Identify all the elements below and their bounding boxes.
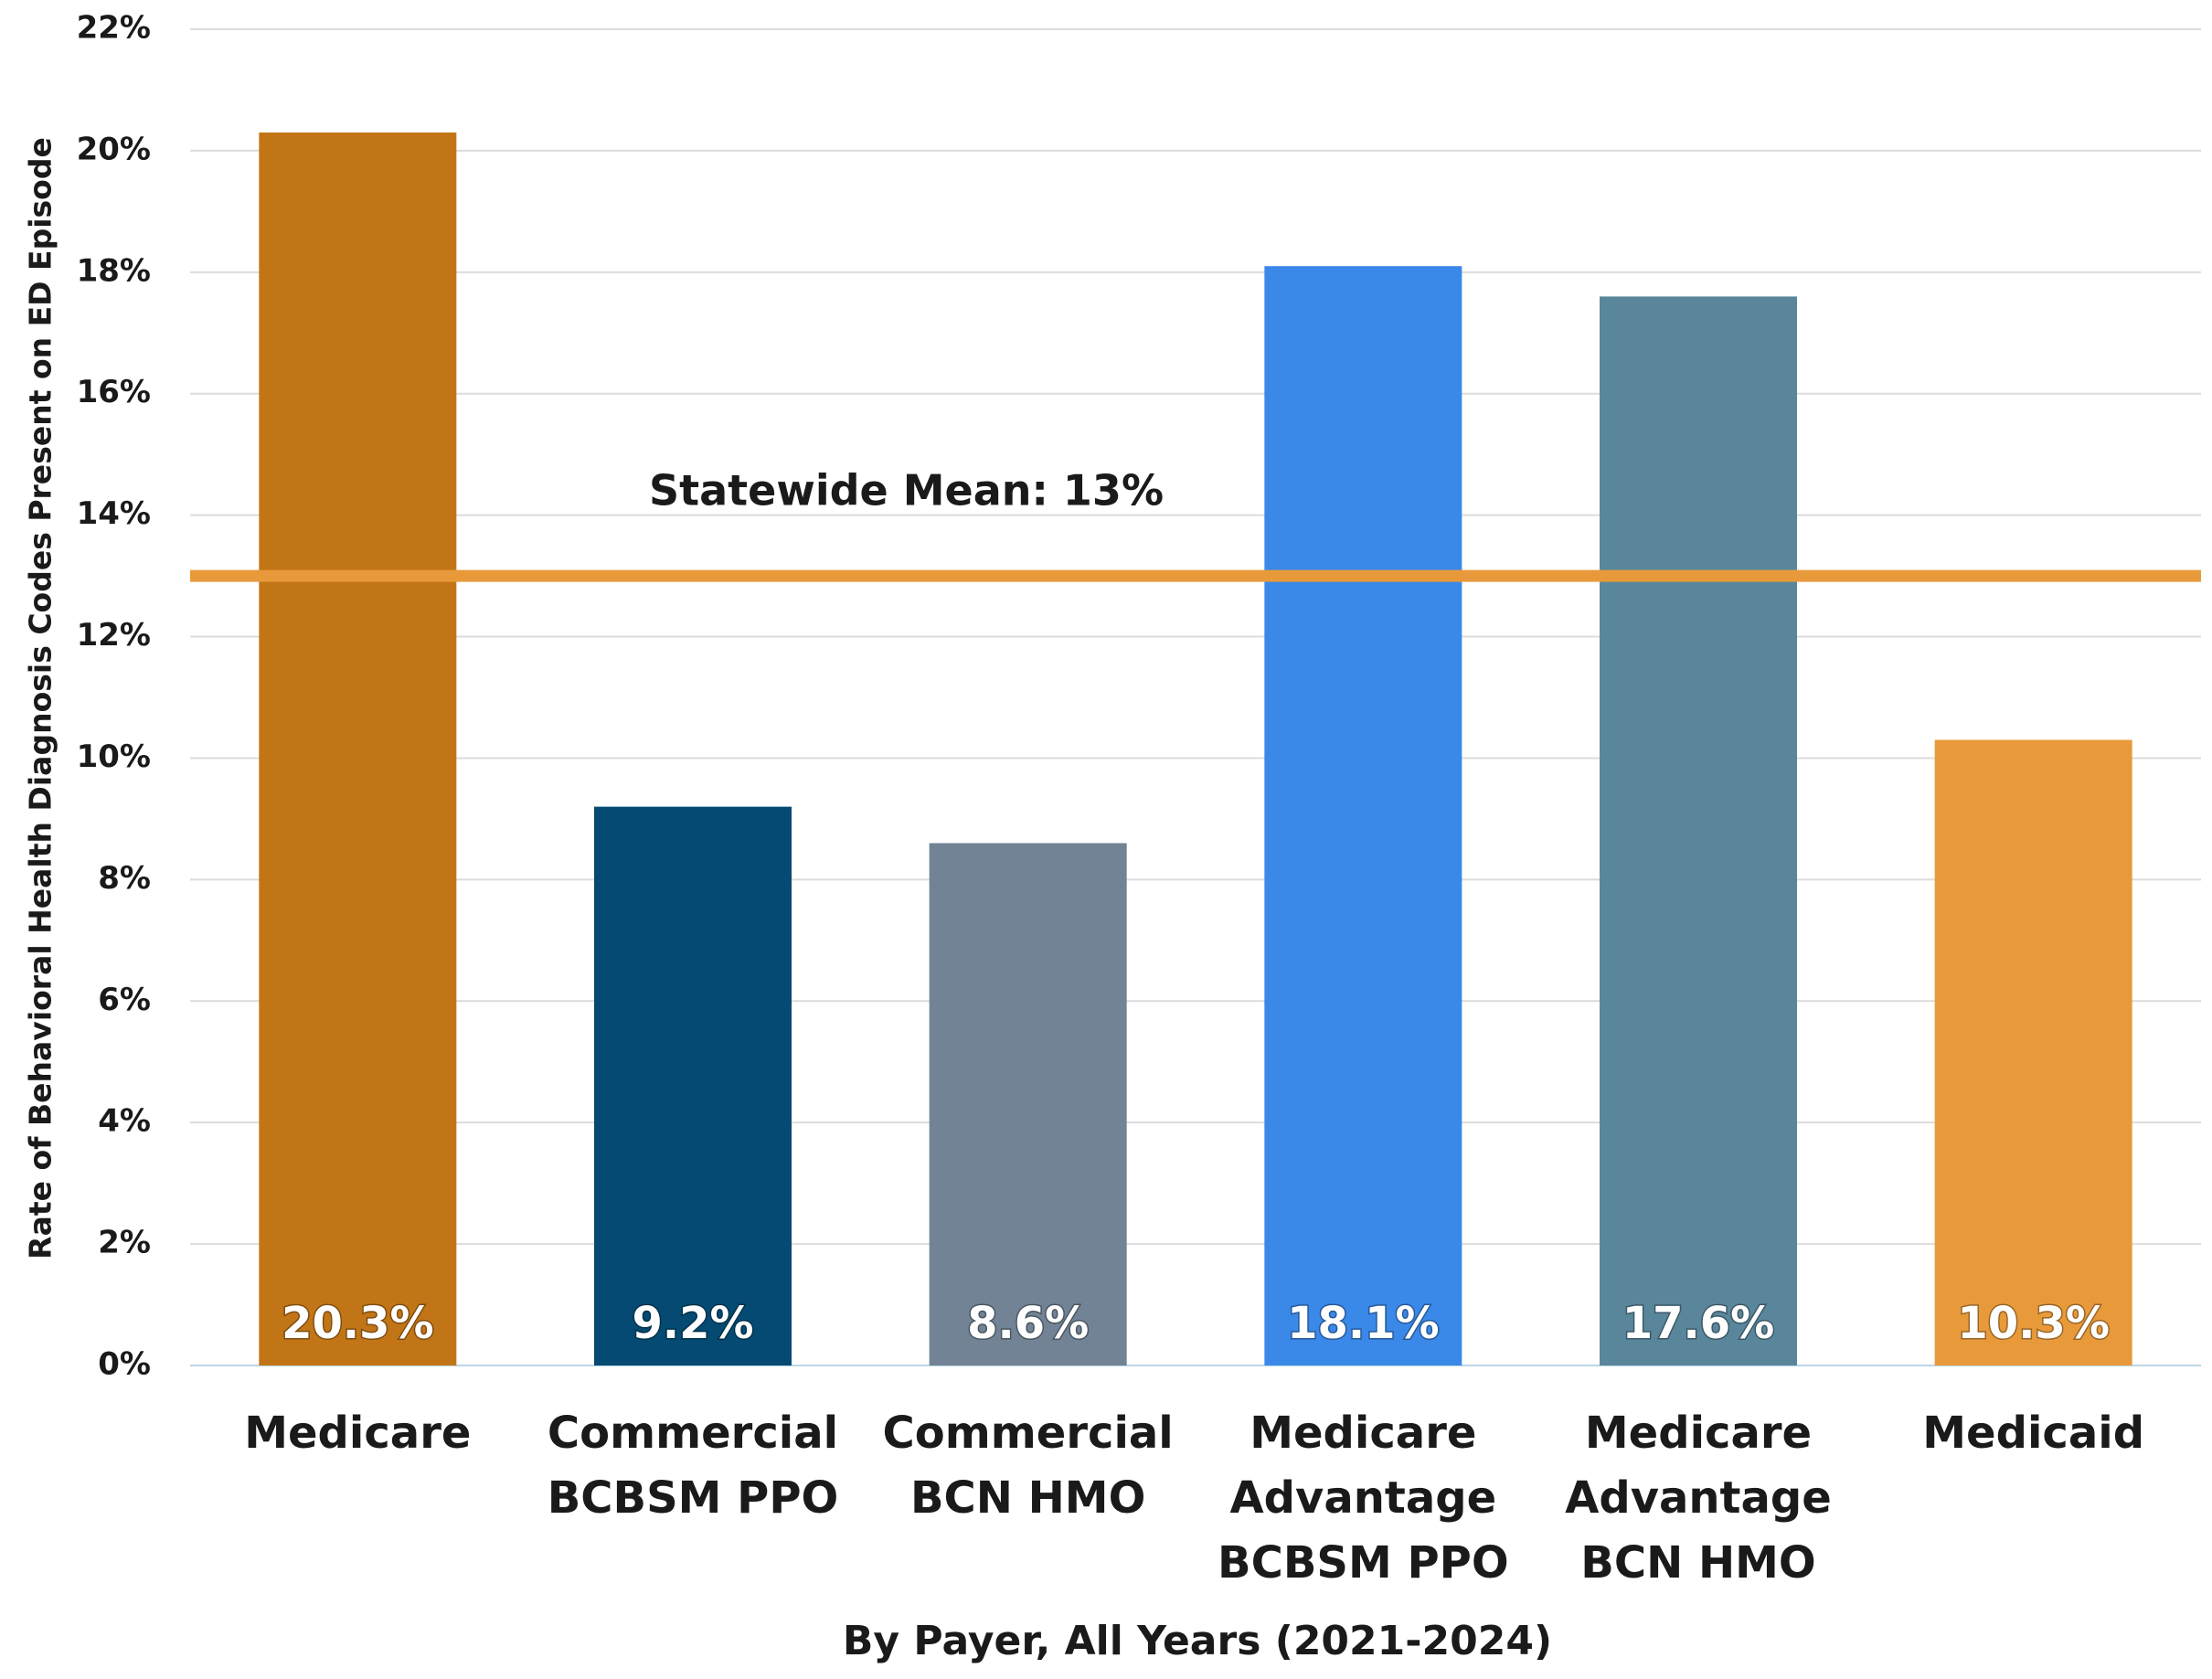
- x-tick-label: BCN HMO: [910, 1472, 1145, 1524]
- y-tick-label: 2%: [98, 1225, 151, 1261]
- bar: [1264, 266, 1462, 1366]
- x-axis-label: By Payer, All Years (2021-2024): [843, 1618, 1552, 1664]
- y-tick-label: 20%: [77, 131, 151, 167]
- bar: [1600, 296, 1797, 1366]
- bar: [929, 843, 1127, 1366]
- x-tick-label: Medicare: [244, 1408, 471, 1459]
- y-tick-label: 8%: [98, 860, 151, 897]
- y-tick-label: 18%: [77, 252, 151, 289]
- x-tick-label: BCBSM PPO: [1218, 1537, 1509, 1589]
- x-tick-label: Advantage: [1230, 1472, 1497, 1524]
- reference-label: Statewide Mean: 13%: [649, 466, 1164, 515]
- x-tick-label: Advantage: [1565, 1472, 1832, 1524]
- value-label: 8.6%: [967, 1298, 1089, 1349]
- x-tick-label: Medicare: [1585, 1408, 1812, 1459]
- value-label: 20.3%: [282, 1298, 434, 1349]
- x-tick-label: Medicare: [1250, 1408, 1476, 1459]
- bar: [594, 806, 792, 1366]
- y-tick-label: 22%: [77, 10, 151, 47]
- x-tick-label: Commercial: [548, 1408, 838, 1459]
- y-tick-label: 12%: [77, 617, 151, 654]
- x-tick-label: Commercial: [883, 1408, 1174, 1459]
- x-tick-label: BCN HMO: [1580, 1537, 1815, 1589]
- value-label: 9.2%: [632, 1298, 753, 1349]
- y-tick-label: 6%: [98, 982, 151, 1018]
- y-tick-label: 0%: [98, 1346, 151, 1383]
- x-tick-label: BCBSM PPO: [548, 1472, 839, 1524]
- y-axis-label: Rate of Behavioral Health Diagnosis Code…: [23, 137, 58, 1259]
- y-tick-label: 16%: [77, 374, 151, 410]
- bar: [259, 132, 457, 1366]
- y-tick-label: 4%: [98, 1103, 151, 1140]
- value-label: 17.6%: [1622, 1298, 1775, 1349]
- value-label: 10.3%: [1957, 1298, 2110, 1349]
- value-label: 18.1%: [1287, 1298, 1440, 1349]
- y-tick-label: 14%: [77, 495, 151, 532]
- x-tick-label: Medicaid: [1922, 1408, 2144, 1459]
- bar: [1934, 739, 2132, 1366]
- y-tick-label: 10%: [77, 739, 151, 775]
